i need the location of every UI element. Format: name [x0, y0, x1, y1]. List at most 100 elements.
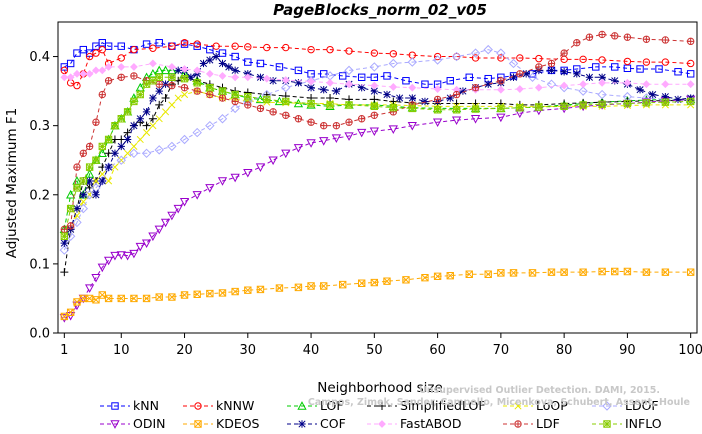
data-point-odin [84, 284, 95, 293]
data-point-fastabod [579, 80, 588, 89]
data-point-knn [73, 49, 81, 57]
data-point-inflo [345, 101, 353, 109]
data-point-knn [244, 58, 252, 66]
data-point-kdeos [66, 308, 75, 316]
data-point-ldof [154, 145, 164, 155]
data-point-cof [60, 239, 69, 247]
data-point-ldf [168, 81, 176, 90]
data-point-inflo [180, 74, 189, 83]
data-point-fastabod [389, 83, 398, 91]
legend-marker-fastabod [378, 420, 386, 428]
legend-entry-odin: ODIN [100, 416, 166, 431]
legend-label-cof: COF [320, 416, 346, 431]
data-point-knn [421, 80, 429, 88]
x-tick-label: 50 [366, 343, 383, 358]
plot-frame [57, 21, 698, 334]
data-point-inflo [168, 73, 176, 81]
data-point-inflo [282, 97, 290, 106]
data-point-ldof [167, 141, 177, 152]
data-point-cof [174, 66, 182, 75]
data-point-kdeos [421, 274, 429, 282]
data-point-kdeos [611, 267, 619, 276]
data-point-ldf [320, 122, 328, 130]
data-point-cof [161, 80, 170, 88]
data-point-cof [218, 59, 227, 68]
data-point-ldf [85, 142, 94, 151]
data-point-cof [231, 66, 239, 75]
data-point-odin [173, 204, 183, 214]
data-point-knn [592, 63, 600, 71]
data-point-ldf [117, 73, 125, 81]
data-point-inflo [231, 90, 239, 99]
data-point-ldf [560, 49, 568, 57]
data-point-knn [79, 45, 88, 54]
legend-entry-fastabod: FastABOD [367, 416, 462, 431]
data-point-knn [256, 59, 265, 68]
data-point-ldf [307, 118, 315, 126]
data-point-kdeos [497, 269, 505, 277]
data-point-ldf [130, 72, 138, 80]
data-point-kdeos [402, 276, 410, 284]
series-line-loop [63, 90, 691, 237]
data-point-odin [243, 168, 253, 178]
legend-entry-lof: LOF [287, 398, 344, 413]
data-point-inflo [263, 95, 271, 104]
legend-marker-odin [110, 420, 120, 429]
data-point-inflo [206, 83, 214, 92]
data-point-cof [395, 94, 404, 102]
data-point-fastabod [231, 73, 240, 82]
data-point-knn [623, 64, 632, 73]
data-point-ldof [192, 127, 202, 138]
data-point-fastabod [218, 71, 227, 80]
data-point-ldf [231, 97, 239, 106]
x-axis-label: Neighborhood size [317, 380, 443, 396]
data-point-kdeos [180, 291, 189, 299]
data-point-simplifiedlof [155, 100, 164, 109]
data-point-simplifiedlof [326, 94, 335, 103]
y-tick-label: 0.2 [29, 188, 50, 203]
data-point-cof [256, 73, 265, 81]
data-point-cof [225, 63, 233, 71]
data-point-fastabod [408, 83, 417, 92]
data-point-inflo [136, 90, 144, 99]
data-point-cof [332, 87, 341, 95]
legend-label-fastabod: FastABOD [400, 416, 462, 431]
legend-marker-cof [298, 420, 306, 428]
data-point-knnw [130, 45, 138, 54]
data-point-ldf [661, 36, 670, 44]
data-point-ldf [573, 39, 581, 47]
data-point-cof [573, 70, 581, 78]
data-point-odin [217, 177, 228, 186]
data-point-odin [103, 256, 114, 266]
data-point-cof [320, 86, 328, 94]
data-point-odin [129, 249, 139, 259]
data-point-simplifiedlof [142, 121, 151, 130]
data-point-ldf [516, 70, 524, 78]
data-point-loop [124, 149, 132, 157]
data-point-ldf [452, 90, 461, 99]
data-point-kdeos [256, 285, 265, 294]
data-point-inflo [130, 97, 138, 106]
data-point-knn [218, 49, 227, 57]
data-point-kdeos [357, 279, 366, 287]
series-kdeos [60, 267, 695, 321]
data-point-cof [560, 68, 568, 76]
data-point-knnw [282, 43, 290, 52]
data-point-ldf [193, 87, 201, 95]
data-point-fastabod [79, 69, 88, 78]
data-point-ldf [282, 111, 290, 119]
data-point-kdeos [275, 284, 284, 292]
legend-entry-kdeos: KDEOS [183, 416, 260, 431]
data-point-ldf [598, 30, 606, 39]
data-point-kdeos [484, 270, 492, 278]
data-point-cof [446, 94, 454, 102]
data-point-odin [255, 163, 266, 172]
data-point-cof [199, 59, 208, 68]
data-point-ldf [547, 59, 556, 68]
data-point-knnw [92, 49, 100, 57]
data-point-fastabod [243, 73, 252, 82]
x-tick-label: 70 [493, 343, 510, 358]
data-point-inflo [642, 99, 651, 107]
data-point-cof [522, 70, 530, 78]
